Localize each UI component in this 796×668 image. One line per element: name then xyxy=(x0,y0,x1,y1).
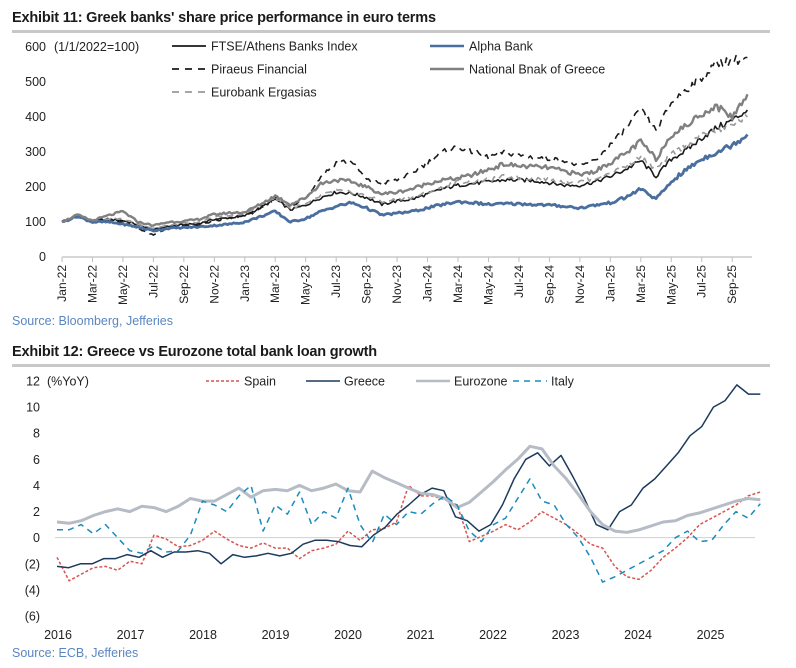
x-tick-label: Nov-22 xyxy=(207,265,221,304)
x-tick-label: 2022 xyxy=(479,628,507,642)
x-tick-label: May-22 xyxy=(116,265,130,305)
legend-label: Italy xyxy=(551,375,575,389)
exhibit-11-title-rule xyxy=(12,30,770,33)
series-line-eurobank-ergasias xyxy=(61,114,748,230)
x-tick-label: May-25 xyxy=(664,265,678,305)
y-tick-label: 500 xyxy=(25,75,46,89)
legend-label: Spain xyxy=(244,375,276,389)
legend-label: National Bnak of Greece xyxy=(469,63,605,77)
y-tick-label: (2) xyxy=(25,557,40,571)
x-tick-label: 2019 xyxy=(262,628,290,642)
y-tick-label: (6) xyxy=(25,610,40,624)
legend-item-national-bnak-of-greece: National Bnak of Greece xyxy=(430,63,605,77)
legend-item-italy: Italy xyxy=(513,375,575,389)
y-axis-label: (1/1/2022=100) xyxy=(54,40,139,54)
share-price-chart: 0 100 200 300 400 500 600 (1/1/2022=100) Jan-22 M… xyxy=(25,40,752,305)
x-tick-label: 2017 xyxy=(117,628,145,642)
series-line-greece xyxy=(56,384,761,569)
chart1-legend: FTSE/Athens Banks Index Piraeus Financial… xyxy=(172,40,605,100)
x-tick-label: Sep-24 xyxy=(542,265,556,304)
x-tick-label: Sep-25 xyxy=(725,265,739,304)
x-tick-label: Jul-22 xyxy=(146,265,160,298)
y-tick-label: 10 xyxy=(26,401,40,415)
legend-item-spain: Spain xyxy=(206,375,276,389)
y-tick-label: 4 xyxy=(33,479,40,493)
series-line-spain xyxy=(56,484,761,582)
y-tick-label: 2 xyxy=(33,505,40,519)
x-tick-label: 2023 xyxy=(552,628,580,642)
legend-label: Eurobank Ergasias xyxy=(211,86,317,100)
chart2-legend: Spain Greece Eurozone Italy xyxy=(206,375,575,389)
x-tick-label: Mar-24 xyxy=(451,265,465,303)
x-tick-label: May-24 xyxy=(481,265,495,305)
x-tick-label: Jan-22 xyxy=(55,265,69,302)
series-line-piraeus-financial xyxy=(61,54,748,236)
exhibit-12-title: Exhibit 12: Greece vs Eurozone total ban… xyxy=(12,344,377,360)
exhibit-11-source: Source: Bloomberg, Jefferies xyxy=(12,314,173,328)
x-tick-label: Sep-22 xyxy=(177,265,191,304)
x-tick-label: Jan-24 xyxy=(421,265,435,302)
x-tick-label: Sep-23 xyxy=(360,265,374,304)
chart2-series xyxy=(56,384,761,583)
x-tick-label: Mar-22 xyxy=(85,265,99,303)
y-tick-label: 200 xyxy=(25,180,46,194)
chart1-axes: 0 100 200 300 400 500 600 (1/1/2022=100) Jan-22 M… xyxy=(25,40,752,305)
legend-label: Alpha Bank xyxy=(469,40,534,54)
chart2-axes: (6) (4) (2) 0 2 4 6 8 10 12 (%YoY) 2016 2017 2018 2019… xyxy=(25,375,755,642)
legend-label: Piraeus Financial xyxy=(211,63,307,77)
y-tick-label: 6 xyxy=(33,453,40,467)
x-tick-label: Jan-23 xyxy=(238,265,252,302)
y-tick-label: (4) xyxy=(25,583,40,597)
legend-item-piraeus-financial: Piraeus Financial xyxy=(172,63,307,77)
legend-item-eurobank-ergasias: Eurobank Ergasias xyxy=(172,86,317,100)
x-tick-label: 2020 xyxy=(334,628,362,642)
chart1-series xyxy=(61,54,749,236)
loan-growth-chart: (6) (4) (2) 0 2 4 6 8 10 12 (%YoY) 2016 2017 2018 2019… xyxy=(25,375,761,642)
y-tick-label: 8 xyxy=(33,427,40,441)
legend-item-ftse-athens-banks-index: FTSE/Athens Banks Index xyxy=(172,40,358,54)
legend-label: Greece xyxy=(344,375,385,389)
x-tick-label: Mar-25 xyxy=(634,265,648,303)
x-tick-label: 2025 xyxy=(697,628,725,642)
x-tick-label: Jul-25 xyxy=(695,265,709,298)
x-tick-label: May-23 xyxy=(299,265,313,305)
x-tick-label: 2021 xyxy=(407,628,435,642)
y-tick-label: 400 xyxy=(25,110,46,124)
series-line-eurozone xyxy=(56,444,761,534)
legend-label: FTSE/Athens Banks Index xyxy=(211,40,358,54)
x-tick-label: 2016 xyxy=(44,628,72,642)
exhibit-12-title-rule xyxy=(12,364,770,367)
x-tick-label: Jan-25 xyxy=(603,265,617,302)
series-line-italy xyxy=(57,478,761,583)
y-tick-label: 600 xyxy=(25,40,46,54)
x-tick-label: Mar-23 xyxy=(268,265,282,303)
y-tick-label: 0 xyxy=(39,250,46,264)
exhibit-11-title: Exhibit 11: Greek banks' share price per… xyxy=(12,10,436,26)
y-tick-label: 100 xyxy=(25,215,46,229)
x-tick-label: 2024 xyxy=(624,628,652,642)
x-tick-label: Jul-23 xyxy=(329,265,343,298)
y-axis-label: (%YoY) xyxy=(47,375,89,389)
y-tick-label: 300 xyxy=(25,145,46,159)
x-tick-label: 2018 xyxy=(189,628,217,642)
x-tick-label: Nov-24 xyxy=(573,265,587,304)
y-tick-label: 0 xyxy=(33,531,40,545)
series-line-national-bnak-of-greece xyxy=(61,93,749,227)
legend-item-eurozone: Eurozone xyxy=(416,375,508,389)
x-tick-label: Jul-24 xyxy=(512,265,526,298)
x-tick-label: Nov-23 xyxy=(390,265,404,304)
exhibit-12-source: Source: ECB, Jefferies xyxy=(12,646,139,660)
legend-item-alpha-bank: Alpha Bank xyxy=(430,40,534,54)
legend-label: Eurozone xyxy=(454,375,508,389)
series-line-alpha-bank xyxy=(61,133,749,233)
legend-item-greece: Greece xyxy=(306,375,385,389)
y-tick-label: 12 xyxy=(26,375,40,389)
